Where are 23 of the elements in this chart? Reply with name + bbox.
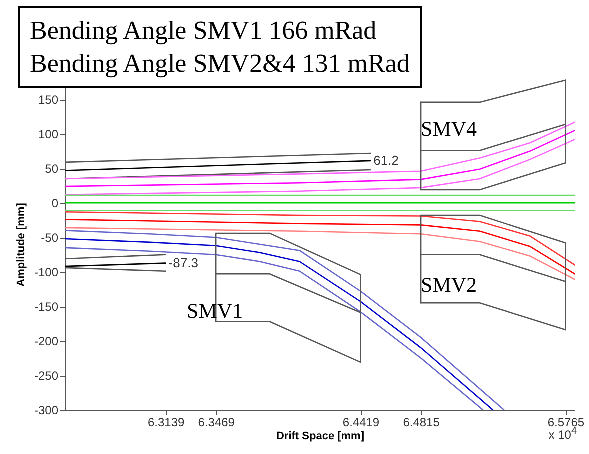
y-tick-label: -200 <box>34 334 59 349</box>
y-tick-label: 100 <box>38 128 59 142</box>
x-tick-label: 6.3139 <box>148 416 185 430</box>
y-tick-label: -300 <box>34 404 59 418</box>
annotation: -87.3 <box>168 255 198 270</box>
x-tick-label: 6.3469 <box>198 416 236 430</box>
chart-subtitle: Bending Angle SMV2&4 131 mRad <box>30 48 410 80</box>
y-tick-label: -250 <box>34 369 59 384</box>
x-tick-label: 6.4419 <box>342 416 380 430</box>
y-tick-label: 50 <box>45 162 59 176</box>
y-tick-label: 150 <box>38 93 59 108</box>
x-tick-label: 6.4815 <box>403 416 440 430</box>
annotation: SMV2 <box>421 273 478 297</box>
y-axis-title: Amplitude [mm] <box>15 202 28 287</box>
y-tick-label: -50 <box>41 231 59 246</box>
y-tick-label: -150 <box>34 300 59 314</box>
y-tick-label: 0 <box>52 196 59 211</box>
x-axis-title: Drift Space [mm] <box>276 430 365 442</box>
annotation: 61.2 <box>374 152 399 168</box>
y-tick-label: -100 <box>34 266 59 280</box>
text: x 10$^{4}$ <box>548 426 577 442</box>
annotation: SMV4 <box>421 117 478 141</box>
chart-title: Bending Angle SMV1 166 mRad <box>30 15 378 47</box>
